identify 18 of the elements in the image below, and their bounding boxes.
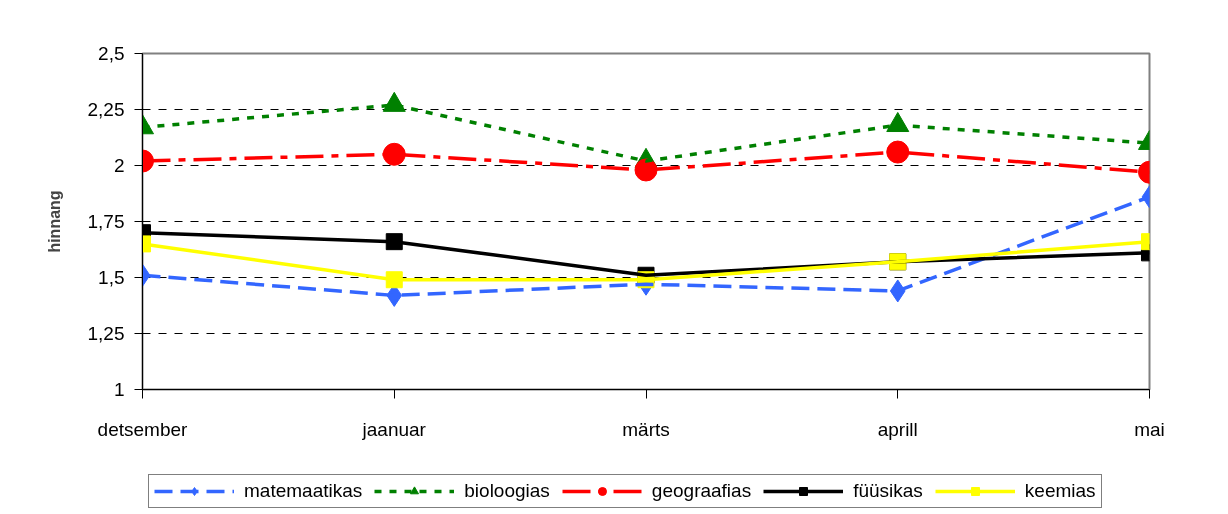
legend-label: keemias xyxy=(1024,480,1096,502)
y-tick-label: 1,5 xyxy=(98,267,125,288)
legend-label: geograafias xyxy=(651,480,752,502)
y-tick-label: 2,25 xyxy=(87,99,125,120)
x-tick-label: märts xyxy=(622,418,670,440)
x-tick-label: aprill xyxy=(877,418,918,440)
x-tick-label: detsember xyxy=(97,418,189,440)
legend-label: matemaatikas xyxy=(244,480,363,502)
y-tick-label: 2 xyxy=(113,155,125,176)
y-tick-label: 1,75 xyxy=(87,211,125,232)
y-axis-title: hinnang xyxy=(45,190,63,253)
legend-label: bioloogias xyxy=(464,480,550,502)
x-tick-label: mai xyxy=(1134,418,1165,440)
y-tick-label: 2,5 xyxy=(98,43,125,64)
y-tick-label: 1 xyxy=(113,379,125,400)
y-tick-label: 1,25 xyxy=(87,323,125,344)
x-tick-label: jaanuar xyxy=(361,418,427,440)
legend-label: füüsikas xyxy=(853,480,923,502)
